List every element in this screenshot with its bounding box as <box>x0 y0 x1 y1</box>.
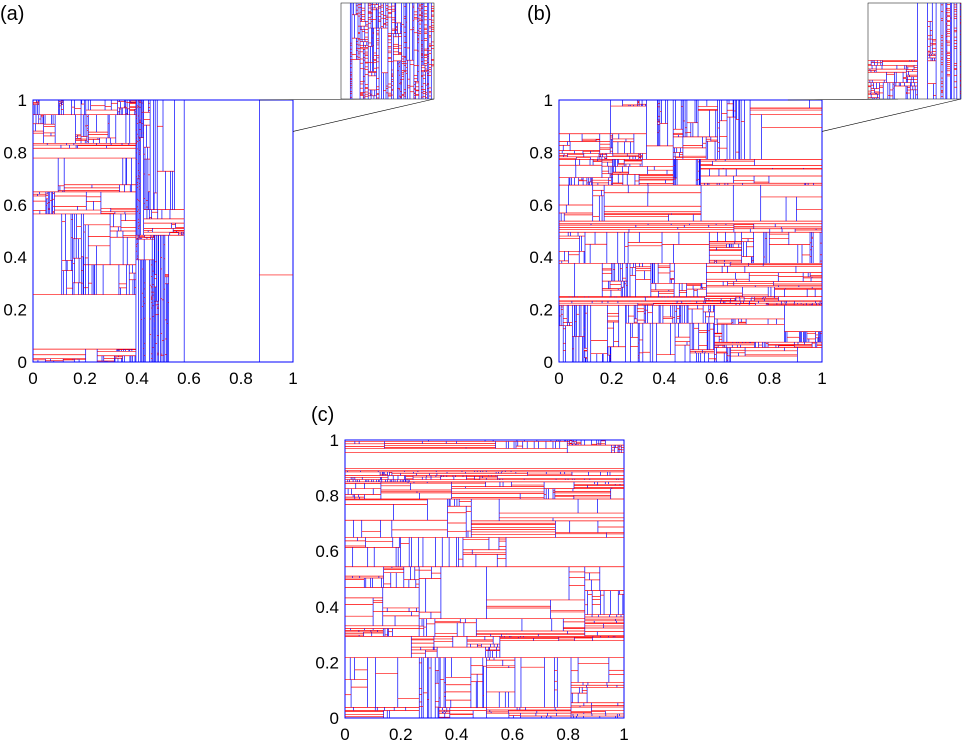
y-tick-label: 0.4 <box>315 598 339 617</box>
x-tick-label: 0.4 <box>125 369 149 388</box>
y-tick-label: 1 <box>330 431 339 450</box>
panel-label-b: (b) <box>527 3 551 25</box>
inset-connector-line <box>292 98 435 132</box>
x-tick-label: 0.8 <box>556 725 580 743</box>
panel-c: (c) 0 0.2 0.4 0.6 0.8 1 0 0.2 0.4 0.6 0.8 1 <box>311 404 629 743</box>
y-tick-label: 0 <box>330 709 339 728</box>
x-tick-label: 1 <box>288 369 297 388</box>
y-tick-label: 1 <box>544 91 553 110</box>
x-tick-label: 0.6 <box>705 369 729 388</box>
inset-connector-line <box>821 98 962 132</box>
y-tick-label: 0.2 <box>3 301 27 320</box>
x-tick-label: 0.4 <box>445 725 469 743</box>
y-tick-label: 0.8 <box>529 143 553 162</box>
panel-a: (a) 0 0.2 0.4 0.6 0.8 1 0 0.2 0.4 0.6 0.8 1 <box>0 2 435 388</box>
y-tick-label: 1 <box>18 91 27 110</box>
y-tick-label: 0.8 <box>315 487 339 506</box>
y-tick-label: 0.2 <box>529 301 553 320</box>
x-tick-label: 0 <box>340 725 349 743</box>
plot-area-c <box>344 439 625 719</box>
y-tick-label: 0.6 <box>315 542 339 561</box>
inset-a <box>259 2 435 132</box>
x-tick-label: 0.6 <box>177 369 201 388</box>
x-tick-label: 0.2 <box>73 369 97 388</box>
panel-label-c: (c) <box>311 404 334 426</box>
inset-b <box>787 2 962 132</box>
x-tick-label: 0.4 <box>652 369 676 388</box>
tick-labels-c: 0 0.2 0.4 0.6 0.8 1 0 0.2 0.4 0.6 0.8 1 <box>315 431 628 743</box>
y-tick-label: 0.4 <box>3 248 27 267</box>
y-tick-label: 0.2 <box>315 653 339 672</box>
y-tick-label: 0.4 <box>529 248 553 267</box>
plot-area-b <box>558 99 823 363</box>
tick-labels-a: 0 0.2 0.4 0.6 0.8 1 0 0.2 0.4 0.6 0.8 1 <box>3 91 297 388</box>
x-tick-label: 0.2 <box>389 725 413 743</box>
tick-labels-b: 0 0.2 0.4 0.6 0.8 1 0 0.2 0.4 0.6 0.8 1 <box>529 91 826 388</box>
x-tick-label: 0 <box>554 369 563 388</box>
y-tick-label: 0.8 <box>3 143 27 162</box>
y-tick-label: 0.6 <box>529 196 553 215</box>
panel-b: (b) 0 0.2 0.4 0.6 0.8 1 0 0.2 0.4 0.6 0.8 1 <box>527 2 962 388</box>
x-tick-label: 1 <box>817 369 826 388</box>
x-tick-label: 0.6 <box>501 725 525 743</box>
y-tick-label: 0.6 <box>3 196 27 215</box>
panel-label-a: (a) <box>0 3 24 25</box>
x-tick-label: 0.8 <box>758 369 782 388</box>
y-tick-label: 0 <box>18 353 27 372</box>
x-tick-label: 0 <box>28 369 37 388</box>
plot-area-a <box>32 99 294 363</box>
x-tick-label: 0.8 <box>229 369 253 388</box>
x-tick-label: 1 <box>619 725 628 743</box>
y-tick-label: 0 <box>544 353 553 372</box>
x-tick-label: 0.2 <box>600 369 624 388</box>
plot-frame <box>558 99 823 363</box>
